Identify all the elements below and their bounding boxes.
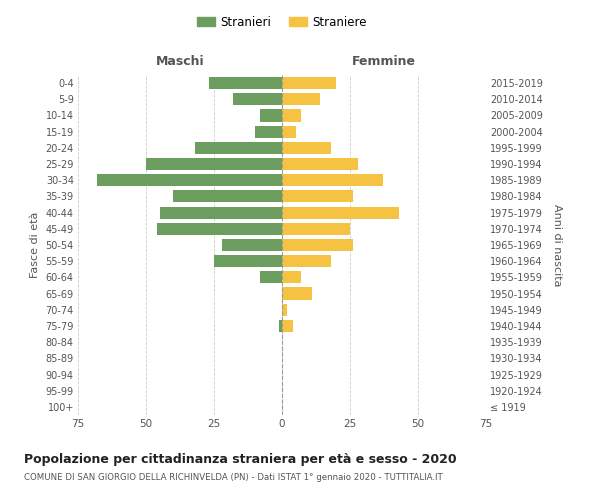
Bar [260,110,282,122]
Bar [97,174,282,186]
Text: Femmine: Femmine [352,55,416,68]
Text: Popolazione per cittadinanza straniera per età e sesso - 2020: Popolazione per cittadinanza straniera p… [24,452,457,466]
Bar [279,320,282,332]
Bar [282,288,312,300]
Y-axis label: Fasce di età: Fasce di età [30,212,40,278]
Text: COMUNE DI SAN GIORGIO DELLA RICHINVELDA (PN) - Dati ISTAT 1° gennaio 2020 - TUTT: COMUNE DI SAN GIORGIO DELLA RICHINVELDA … [24,472,443,482]
Bar [282,93,320,106]
Bar [282,239,353,251]
Bar [282,304,287,316]
Text: Maschi: Maschi [155,55,205,68]
Bar [282,255,331,268]
Bar [214,255,282,268]
Bar [282,126,296,138]
Bar [282,77,337,89]
Bar [146,158,282,170]
Bar [282,190,353,202]
Bar [282,158,358,170]
Bar [282,142,331,154]
Bar [173,190,282,202]
Bar [260,272,282,283]
Bar [160,206,282,218]
Bar [255,126,282,138]
Bar [282,206,399,218]
Y-axis label: Anni di nascita: Anni di nascita [553,204,562,286]
Bar [282,110,301,122]
Bar [209,77,282,89]
Bar [282,174,383,186]
Bar [233,93,282,106]
Bar [222,239,282,251]
Bar [195,142,282,154]
Bar [282,320,293,332]
Legend: Stranieri, Straniere: Stranieri, Straniere [192,11,372,34]
Bar [157,222,282,235]
Bar [282,222,350,235]
Bar [282,272,301,283]
